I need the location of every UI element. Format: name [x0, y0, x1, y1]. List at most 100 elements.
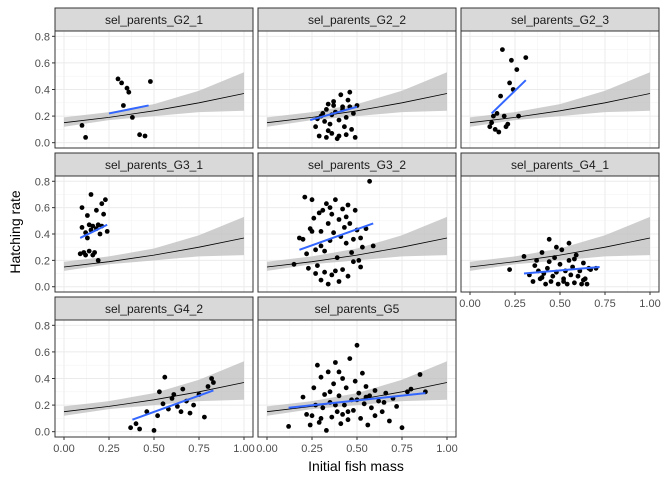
data-point	[142, 133, 148, 139]
data-point	[534, 258, 539, 263]
data-point	[333, 402, 338, 408]
data-point	[322, 392, 327, 397]
data-point	[128, 425, 134, 431]
panel-border	[257, 30, 457, 149]
data-point	[309, 413, 315, 419]
data-point	[171, 392, 177, 397]
data-point	[387, 418, 392, 424]
data-point	[365, 422, 371, 428]
data-point	[514, 67, 520, 72]
data-point	[144, 409, 150, 415]
data-point	[383, 390, 389, 396]
x-tick-label: 1.00	[639, 298, 660, 310]
data-point	[349, 126, 354, 132]
data-point	[340, 412, 345, 417]
data-point	[320, 405, 326, 411]
data-point	[343, 115, 349, 120]
data-point	[325, 101, 331, 107]
facet-panel: sel_parents_G2_2	[257, 7, 457, 149]
data-point	[77, 251, 83, 257]
data-point	[329, 414, 335, 420]
data-point	[86, 222, 92, 228]
data-point	[356, 258, 362, 263]
data-point	[343, 214, 349, 220]
data-point	[83, 135, 88, 140]
data-point	[559, 247, 565, 253]
data-point	[356, 390, 362, 396]
data-point	[342, 225, 347, 230]
data-point	[137, 132, 143, 138]
data-point	[83, 252, 88, 258]
data-point	[315, 362, 320, 368]
data-point	[316, 133, 322, 139]
data-point	[347, 89, 353, 95]
data-point	[333, 197, 338, 203]
group-fit-line	[132, 389, 214, 421]
data-point	[399, 425, 405, 431]
y-tick-label: 0.2	[35, 111, 50, 123]
confidence-ribbon	[470, 216, 650, 271]
data-point	[187, 410, 193, 416]
data-point	[417, 372, 423, 377]
data-point	[79, 123, 85, 128]
data-point	[554, 244, 559, 250]
data-point	[311, 215, 317, 221]
data-point	[351, 408, 356, 413]
x-tick-label: 1.00	[233, 443, 254, 455]
x-tick-label: 0.50	[143, 443, 164, 455]
confidence-ribbon	[64, 361, 244, 416]
data-point	[360, 244, 365, 250]
data-point	[90, 252, 96, 258]
data-point	[340, 376, 345, 381]
data-point	[345, 417, 351, 423]
data-point	[351, 111, 356, 116]
x-tick-label: 0.75	[594, 298, 615, 310]
data-point	[345, 409, 351, 415]
data-point	[318, 243, 324, 249]
data-point	[509, 57, 514, 63]
data-point	[318, 374, 324, 380]
data-point	[581, 260, 586, 266]
y-tick-label: 0.4	[35, 85, 50, 97]
data-point	[99, 201, 105, 207]
data-point	[572, 256, 577, 262]
data-point	[494, 111, 500, 116]
facet-panel: sel_parents_G4_2 0.0 0.2 0.4 0.6 0.8 0.00 0.25 0…	[35, 296, 255, 455]
group-fit-line	[523, 265, 600, 275]
y-tick-label: 0.6	[35, 347, 50, 359]
data-point	[320, 111, 326, 116]
y-tick-label: 0.8	[35, 176, 50, 188]
confidence-ribbon	[267, 361, 447, 416]
overall-fit-line	[469, 237, 651, 268]
facet-strip-label: sel_parents_G3_1	[105, 158, 203, 172]
data-point	[487, 124, 493, 130]
data-point	[329, 131, 335, 136]
data-point	[88, 192, 94, 197]
data-point	[570, 264, 575, 270]
overall-fit-line	[63, 237, 245, 268]
data-point	[342, 124, 347, 130]
data-point	[496, 129, 502, 135]
data-point	[148, 79, 153, 84]
data-point	[318, 277, 324, 283]
data-point	[581, 277, 586, 283]
data-point	[552, 255, 557, 261]
data-point	[178, 409, 184, 415]
data-point	[347, 356, 353, 361]
data-point	[361, 401, 367, 407]
data-point	[539, 275, 545, 280]
facet-strip-label: sel_parents_G2_3	[511, 13, 609, 27]
data-point	[329, 211, 335, 217]
y-tick-label: 0.6	[35, 58, 50, 70]
data-point	[325, 369, 331, 375]
data-point	[306, 265, 311, 271]
data-point	[501, 113, 507, 119]
facet-panel: sel_parents_G3_2	[257, 152, 457, 293]
data-point	[115, 76, 121, 82]
data-point	[313, 271, 318, 276]
y-tick-label: 0.6	[35, 203, 50, 215]
data-point	[297, 235, 302, 241]
data-point	[336, 369, 342, 375]
data-point	[130, 115, 135, 120]
data-point	[352, 378, 358, 384]
